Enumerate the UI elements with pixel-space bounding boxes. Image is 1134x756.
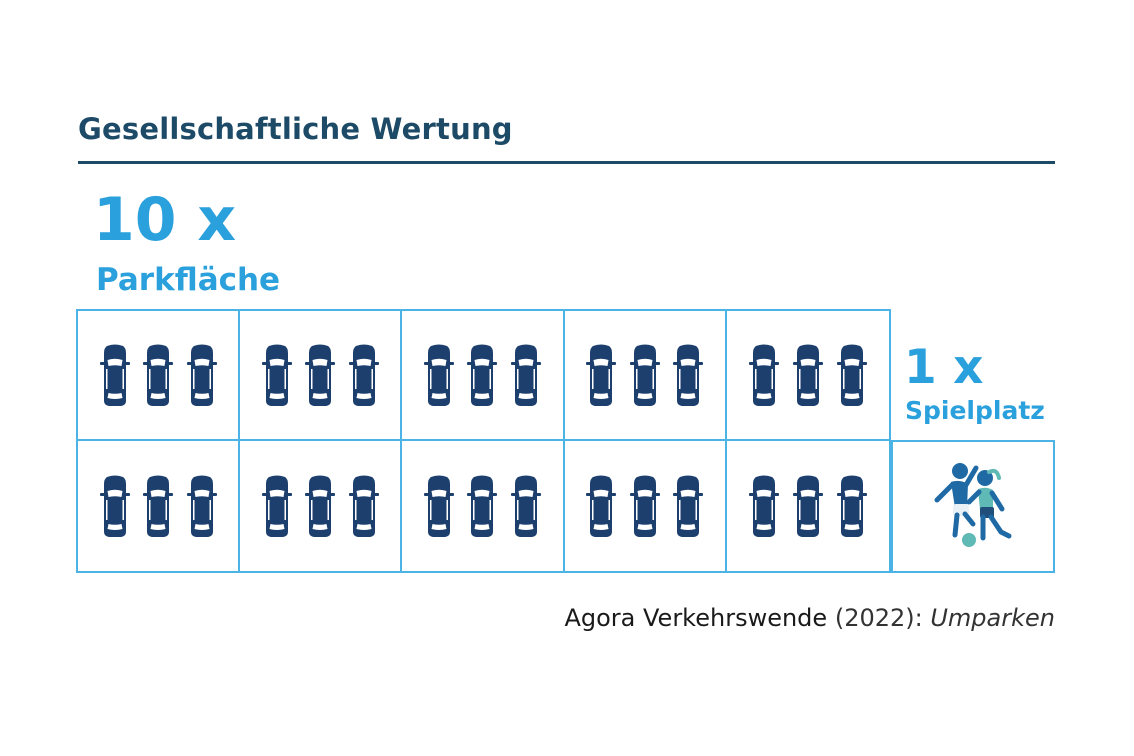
car-icon	[836, 475, 867, 537]
parking-space	[565, 441, 727, 571]
parking-space	[240, 311, 403, 441]
parking-count: 10 x	[93, 185, 237, 255]
car-icon	[423, 344, 454, 406]
playground-count: 1 x	[904, 340, 984, 395]
car-icon	[99, 475, 130, 537]
car-icon	[511, 475, 542, 537]
car-icon	[305, 344, 336, 406]
page-title: Gesellschaftliche Wertung	[78, 112, 513, 146]
children-playing-icon	[934, 462, 1012, 547]
car-icon	[673, 344, 704, 406]
car-icon	[467, 475, 498, 537]
car-icon	[143, 344, 174, 406]
parking-label: Parkfläche	[96, 262, 281, 298]
car-icon	[467, 344, 498, 406]
parking-space	[726, 311, 889, 441]
car-icon	[423, 475, 454, 537]
car-icon	[792, 344, 823, 406]
car-icon	[586, 475, 617, 537]
car-icon	[792, 475, 823, 537]
car-icon	[748, 344, 779, 406]
parking-space	[564, 311, 727, 441]
car-icon	[836, 344, 867, 406]
car-icon	[629, 475, 660, 537]
car-icon	[143, 475, 174, 537]
car-icon	[629, 344, 660, 406]
parking-space	[78, 441, 241, 571]
car-icon	[186, 344, 217, 406]
source-author: Agora Verkehrswende	[564, 604, 828, 632]
car-icon	[99, 344, 130, 406]
car-icon	[261, 475, 292, 537]
car-icon	[348, 475, 379, 537]
parking-space	[727, 441, 889, 571]
playground-box	[891, 440, 1055, 573]
car-icon	[748, 475, 779, 537]
source-year: (2022):	[834, 604, 923, 632]
parking-grid	[76, 309, 891, 573]
car-icon	[261, 344, 292, 406]
car-icon	[348, 344, 379, 406]
car-icon	[186, 475, 217, 537]
title-rule	[78, 161, 1055, 164]
parking-space	[78, 311, 241, 441]
parking-space	[240, 441, 403, 571]
source-work: Umparken	[930, 604, 1055, 632]
car-icon	[586, 344, 617, 406]
car-icon	[511, 344, 542, 406]
car-icon	[305, 475, 336, 537]
parking-space	[402, 311, 565, 441]
playground-label: Spielplatz	[905, 396, 1045, 425]
car-icon	[673, 475, 704, 537]
parking-space	[402, 441, 565, 571]
source-credit: Agora Verkehrswende (2022): Umparken	[564, 604, 1055, 632]
